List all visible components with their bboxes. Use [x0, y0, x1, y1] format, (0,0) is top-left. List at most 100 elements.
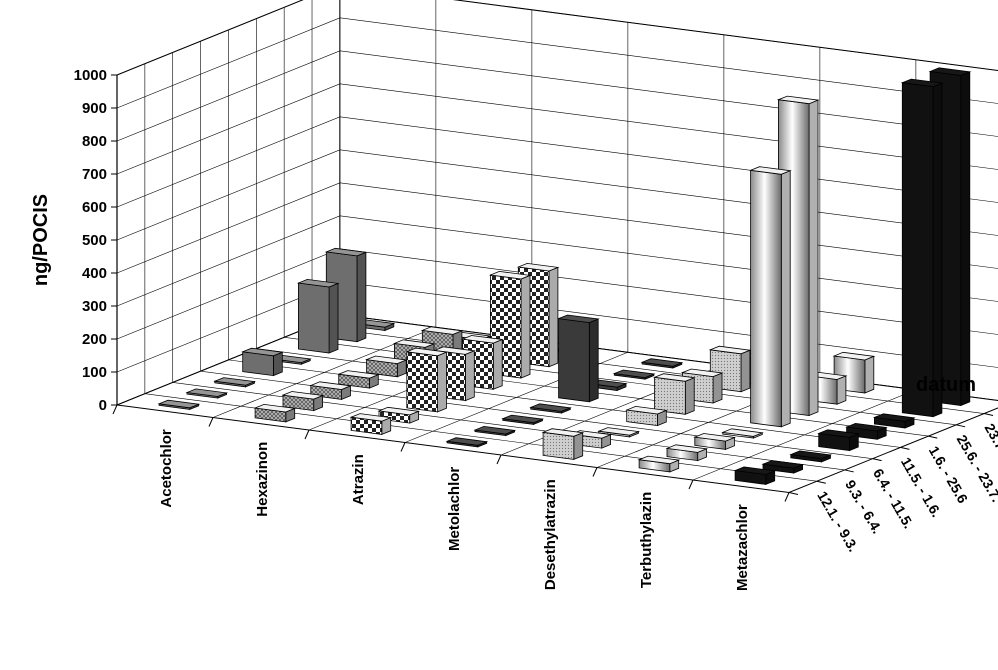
bar — [405, 347, 449, 413]
bar-top — [253, 403, 297, 413]
bar-top — [420, 326, 464, 335]
bar-side — [740, 349, 751, 393]
bar-top — [445, 437, 489, 446]
bar-side — [272, 351, 283, 377]
bar-side — [464, 350, 475, 402]
bar — [665, 444, 709, 462]
y-tick-label: 300 — [82, 298, 107, 315]
bar-top — [488, 270, 532, 280]
bar-top — [405, 347, 449, 357]
bar-side — [712, 372, 723, 404]
bar-front — [297, 282, 330, 354]
bar — [501, 414, 545, 425]
z-tick-mark — [983, 413, 994, 417]
bar-top — [529, 403, 572, 412]
bar-top — [612, 369, 656, 379]
bar-side — [548, 266, 559, 368]
bar — [872, 413, 916, 429]
bar-top — [680, 368, 724, 378]
bar — [337, 370, 380, 389]
bar-top — [761, 460, 805, 469]
y-tick-label: 500 — [82, 232, 107, 249]
bar-top — [665, 444, 709, 453]
bar — [640, 358, 684, 369]
bar-top — [337, 370, 380, 379]
bar-front — [558, 318, 590, 403]
z-tick-mark — [816, 480, 826, 484]
bar-top — [365, 355, 408, 365]
bar — [529, 403, 572, 414]
bar-side — [356, 251, 367, 343]
y-gridline — [116, 0, 998, 76]
bar-top — [749, 166, 792, 175]
y-tick-label: 200 — [82, 331, 107, 348]
bar-top — [733, 466, 777, 475]
bar-side — [684, 377, 695, 415]
bar-top — [693, 433, 737, 442]
bar-top — [625, 405, 668, 415]
bar-side — [960, 71, 971, 407]
axes — [111, 74, 994, 502]
x-category-label: Acetochlor — [158, 429, 175, 508]
bar-top — [324, 247, 368, 257]
bar — [845, 422, 888, 440]
bar-top — [516, 262, 560, 272]
bar — [281, 391, 325, 412]
bar-front — [542, 431, 575, 460]
bar-top — [872, 413, 916, 422]
bar-front — [406, 351, 439, 413]
bar-top — [501, 414, 545, 424]
bar — [185, 388, 229, 399]
bar-top — [157, 399, 201, 409]
bar — [349, 413, 393, 435]
z-tick-mark — [844, 469, 854, 473]
bar-top — [900, 78, 944, 88]
bar-side — [864, 355, 875, 394]
bar-top — [832, 351, 876, 361]
bar-top — [817, 429, 860, 438]
bar — [445, 437, 489, 448]
bar — [597, 427, 641, 438]
bar-side — [437, 351, 447, 413]
bar-top — [377, 406, 421, 416]
bar — [789, 450, 833, 463]
x-tick-mark — [208, 417, 214, 427]
x-category-label: Atrazin — [350, 454, 367, 505]
y-tick-label: 400 — [82, 265, 107, 282]
bar-top — [309, 381, 353, 390]
bar-top — [392, 339, 436, 348]
bar-top — [928, 67, 972, 76]
x-tick-mark — [112, 404, 118, 415]
bar-top — [637, 455, 681, 465]
bar — [637, 455, 681, 473]
bar — [365, 355, 408, 378]
x-tick-mark — [496, 454, 502, 465]
bar — [296, 278, 340, 354]
bar-top — [597, 427, 641, 436]
y-tick-label: 800 — [82, 133, 107, 150]
gridlines — [115, 0, 998, 494]
bar — [761, 460, 805, 474]
bar — [733, 466, 777, 485]
bar — [817, 429, 860, 452]
bar — [253, 403, 297, 423]
bar-top — [721, 428, 764, 437]
bar-top — [776, 95, 820, 105]
z-tick-mark — [900, 446, 910, 450]
bar-side — [520, 274, 531, 379]
bar-top — [433, 346, 476, 355]
z-axis-title: datum — [916, 374, 976, 396]
bar — [157, 399, 201, 410]
bar-front — [901, 82, 934, 418]
x-tick-mark — [400, 442, 406, 452]
bar-top — [185, 388, 229, 397]
bar-side — [588, 318, 599, 403]
bar-side — [492, 338, 503, 390]
bar — [473, 425, 517, 437]
bar-side — [328, 282, 339, 354]
bar-top — [461, 335, 504, 344]
x-tick-mark — [592, 467, 598, 477]
bar — [557, 314, 600, 403]
bar-top — [653, 373, 696, 382]
